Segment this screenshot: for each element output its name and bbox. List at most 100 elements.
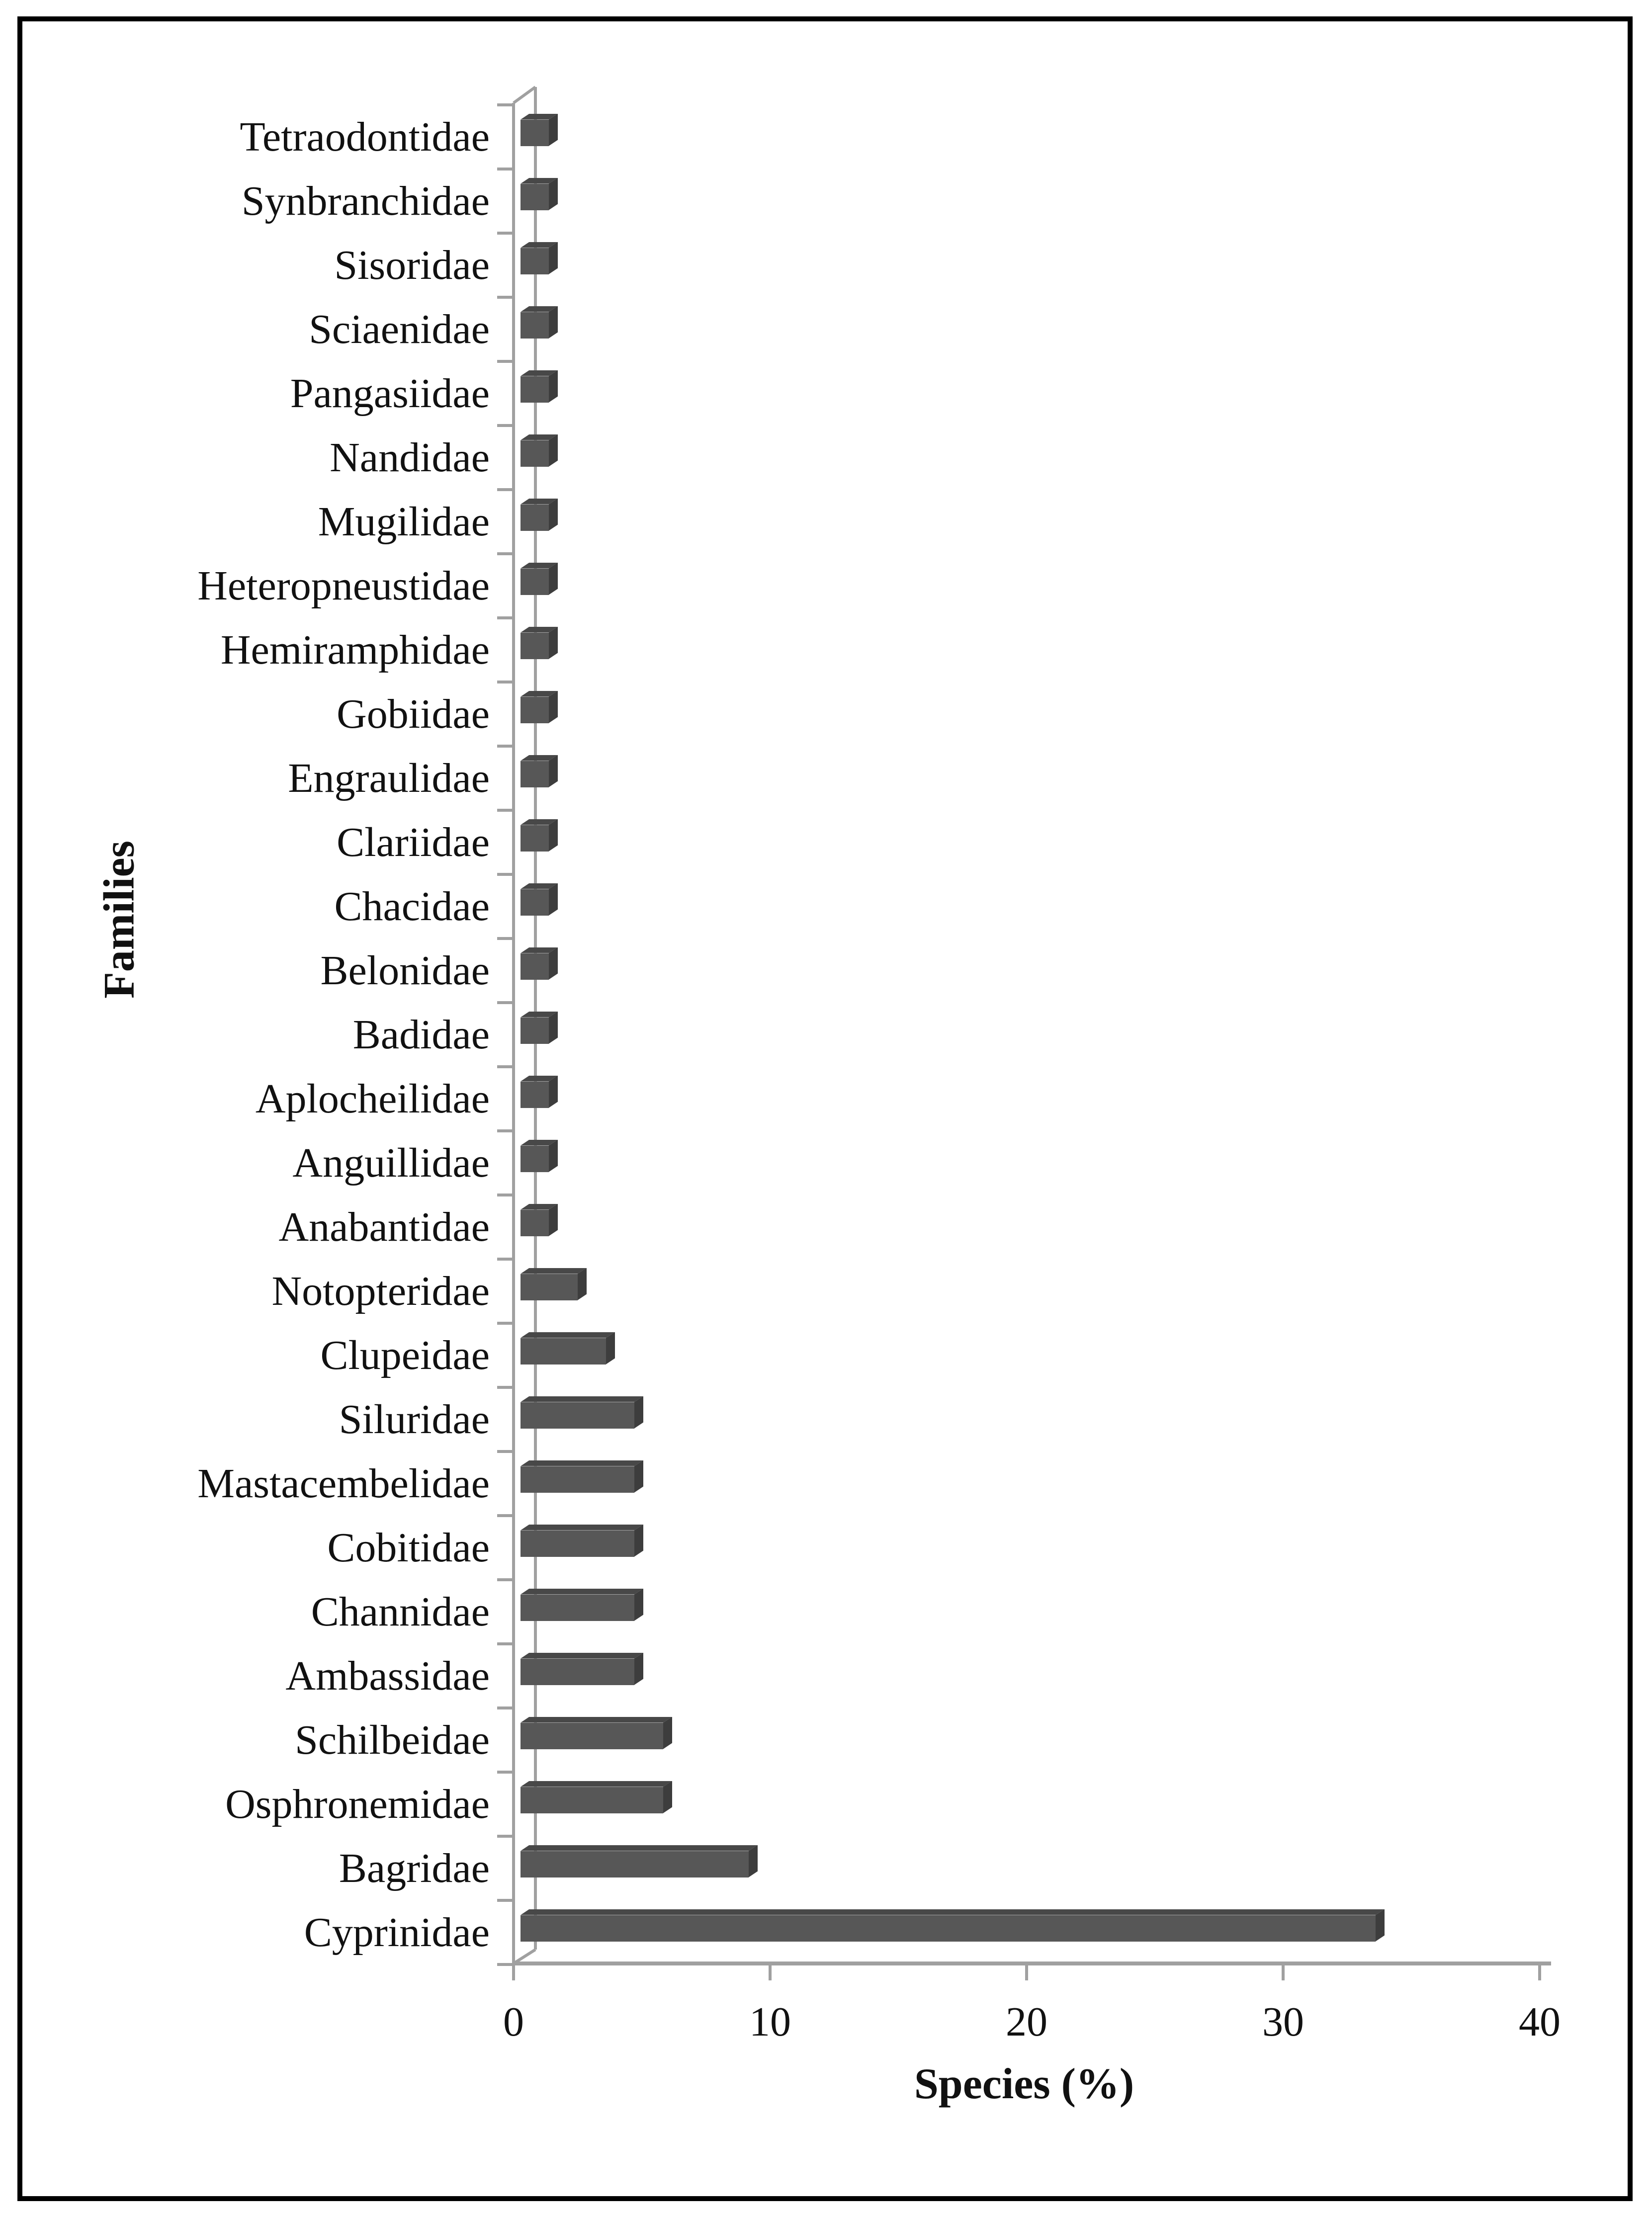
bar-front-face [521,1402,634,1429]
bar-front-face [521,248,549,274]
bar-front-face [521,632,549,659]
category-label-nandidae: Nandidae [330,434,490,481]
y-tick [497,809,515,812]
bar-chacidae [521,883,558,916]
y-tick [497,1194,515,1196]
bar-notopteridae [521,1268,587,1300]
bar-front-face [521,1658,634,1685]
y-tick [497,424,515,427]
y-tick [497,103,515,106]
bar-front-face [521,376,549,403]
bar-front-face [521,825,549,852]
bar-front-face [521,568,549,595]
bar-mugilidae [521,499,558,531]
category-label-sisoridae: Sisoridae [334,242,490,288]
category-label-notopteridae: Notopteridae [271,1268,490,1314]
bar-badidae [521,1012,558,1044]
bar-front-face [521,1466,634,1493]
y-tick [497,1835,515,1838]
bar-front-face [521,1145,549,1172]
bar-front-face [521,504,549,531]
y-tick [497,232,515,235]
category-label-belonidae: Belonidae [320,947,490,994]
y-tick [497,1001,515,1004]
category-label-cobitidae: Cobitidae [327,1525,490,1571]
bar-cobitidae [521,1525,643,1557]
bar-aplocheilidae [521,1076,558,1108]
bar-osphronemidae [521,1781,672,1813]
bar-front-face [521,1787,663,1813]
category-label-schilbeidae: Schilbeidae [295,1717,490,1763]
bar-ambassidae [521,1653,643,1685]
category-label-gobiidae: Gobiidae [337,691,490,737]
y-tick [497,681,515,683]
category-label-anabantidae: Anabantidae [278,1204,490,1250]
category-label-osphronemidae: Osphronemidae [225,1781,490,1827]
category-label-mugilidae: Mugilidae [318,499,490,545]
category-label-cyprinidae: Cyprinidae [304,1909,490,1956]
y-tick [497,1322,515,1325]
y-tick [497,1706,515,1709]
category-label-engraulidae: Engraulidae [288,755,490,801]
bar-clupeidae [521,1332,615,1365]
y-tick [497,1578,515,1581]
bar-front-face [521,1338,606,1365]
category-label-badidae: Badidae [352,1012,490,1058]
y-tick [497,488,515,491]
y-tick [497,745,515,748]
bar-engraulidae [521,755,558,787]
bar-front-face [521,1722,663,1749]
bar-front-face [521,696,549,723]
bar-channidae [521,1589,643,1621]
x-tick-label: 40 [1519,1999,1561,2045]
category-label-pangasiidae: Pangasiidae [290,370,490,417]
y-tick [497,616,515,619]
bar-front-face [521,761,549,787]
bar-front-face [521,953,549,980]
bar-synbranchidae [521,178,558,210]
category-label-ambassidae: Ambassidae [285,1653,490,1699]
category-label-bagridae: Bagridae [339,1845,490,1891]
bar-sciaenidae [521,306,558,339]
category-axis: Tetraodontidae Synbranchidae Sisoridae Scia… [0,0,490,2218]
bar-bagridae [521,1845,758,1877]
y-tick [497,1065,515,1068]
y-tick [497,1771,515,1774]
bar-front-face [521,312,549,339]
bar-front-face [521,183,549,210]
category-label-sciaenidae: Sciaenidae [309,306,490,352]
y-tick [497,1899,515,1902]
x-tick-label: 30 [1262,1999,1304,2045]
x-axis-title: Species (%) [914,2060,1134,2108]
category-label-heteropneustidae: Heteropneustidae [197,563,490,609]
y-tick [497,168,515,171]
category-label-mastacembelidae: Mastacembelidae [197,1460,490,1507]
bar-gobiidae [521,691,558,723]
y-tick [497,1258,515,1261]
x-tick-label: 20 [1006,1999,1047,2045]
y-tick [497,873,515,876]
bar-front-face [521,1017,549,1044]
bar-front-face [521,1851,749,1877]
y-tick [497,1642,515,1645]
category-label-aplocheilidae: Aplocheilidae [255,1076,490,1122]
chart-border [17,16,1633,2201]
bar-front-face [521,1274,578,1300]
y-tick [497,1514,515,1517]
y-tick [497,1450,515,1453]
y-tick [497,1386,515,1389]
category-label-siluridae: Siluridae [339,1396,490,1443]
bar-front-face [521,1594,634,1621]
x-tick [512,1965,515,1980]
bar-front-face [521,440,549,467]
category-label-clupeidae: Clupeidae [320,1332,490,1378]
bar-hemiramphidae [521,627,558,659]
bar-cyprinidae [521,1909,1385,1942]
bar-pangasiidae [521,370,558,403]
bar-heteropneustidae [521,563,558,595]
bar-front-face [521,1530,634,1557]
category-label-synbranchidae: Synbranchidae [241,178,490,224]
category-label-anguillidae: Anguillidae [292,1140,490,1186]
